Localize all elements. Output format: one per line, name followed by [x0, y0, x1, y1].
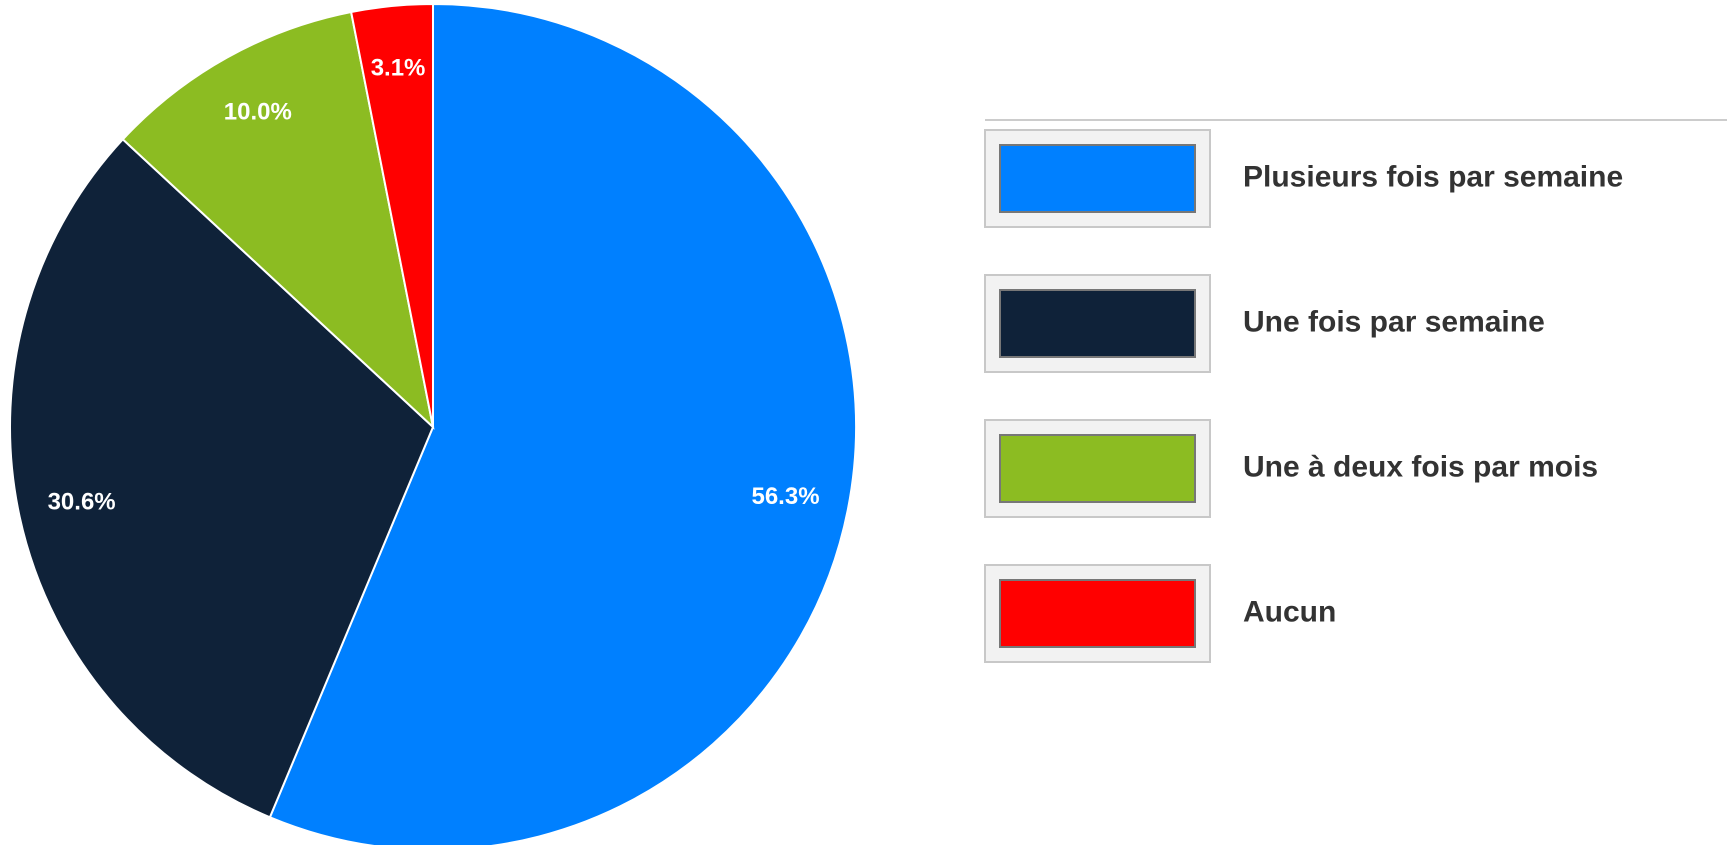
legend-label: Une à deux fois par mois	[1243, 450, 1598, 483]
pie-slice-3	[349, 2, 434, 428]
legend: Plusieurs fois par semaine Une fois par s…	[984, 119, 1727, 663]
pie-slice-label-0: 56.3%	[751, 483, 819, 510]
legend-swatch	[999, 579, 1196, 648]
legend-label: Aucun	[1243, 595, 1336, 628]
legend-label: Une fois par semaine	[1243, 305, 1545, 338]
pie-slice-1	[9, 137, 435, 819]
legend-item: Plusieurs fois par semaine	[984, 129, 1623, 228]
legend-swatch	[999, 289, 1196, 358]
legend-item: Aucun	[984, 564, 1336, 663]
legend-swatch	[999, 144, 1196, 213]
legend-item: Une à deux fois par mois	[984, 419, 1598, 518]
pie-slice-labels: 56.3% 30.6% 10.0% 3.1%	[48, 54, 820, 515]
pie-slice-2	[121, 10, 435, 430]
pie-slice-label-3: 3.1%	[371, 54, 426, 81]
pie-slice-0	[268, 2, 858, 845]
legend-label: Plusieurs fois par semaine	[1243, 160, 1623, 193]
pie-slice-label-1: 30.6%	[48, 489, 116, 516]
pie-slice-label-2: 10.0%	[224, 98, 292, 125]
legend-swatch	[999, 434, 1196, 503]
pie-slices	[9, 2, 858, 845]
legend-item: Une fois par semaine	[984, 274, 1545, 373]
